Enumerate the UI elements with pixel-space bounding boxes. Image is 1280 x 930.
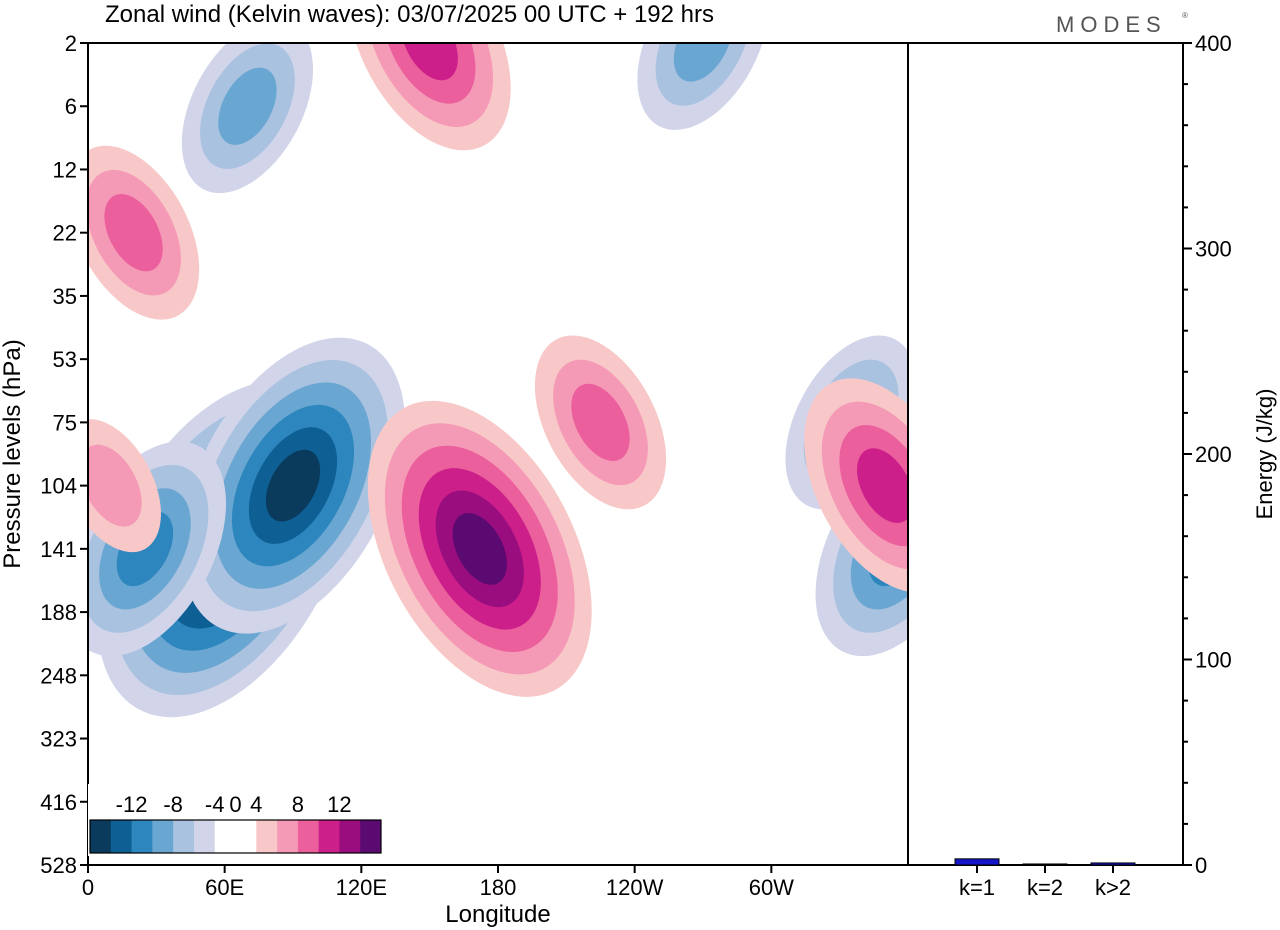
y-tick-label: 528 bbox=[40, 853, 77, 878]
energy-tick-label: 400 bbox=[1195, 31, 1232, 56]
contour-fill-positive-8-2 bbox=[571, 383, 630, 462]
contour-fill-negative-5-2 bbox=[673, 43, 733, 82]
contour-fill-positive-11-2 bbox=[104, 194, 163, 272]
colorbar-swatch bbox=[173, 820, 195, 853]
colorbar-swatch bbox=[256, 820, 278, 853]
y-tick-label: 22 bbox=[53, 221, 77, 246]
x-tick-label: 120E bbox=[336, 875, 387, 900]
y-tick-label: 6 bbox=[65, 94, 77, 119]
brand-mark: ® bbox=[1182, 11, 1188, 20]
x-axis-label: Longitude bbox=[445, 901, 550, 928]
y-tick-label: 2 bbox=[65, 31, 77, 56]
contour-fill-positive-7-5 bbox=[452, 512, 507, 585]
y-tick-label: 188 bbox=[40, 600, 77, 625]
x-tick-label: 60E bbox=[205, 875, 244, 900]
y-tick-label: 53 bbox=[53, 347, 77, 372]
x-tick-label: 180 bbox=[480, 875, 517, 900]
energy-category-label: k>2 bbox=[1095, 875, 1131, 900]
colorbar-label: 0 bbox=[229, 792, 241, 817]
colorbar-label: -4 bbox=[205, 792, 225, 817]
colorbar-swatch bbox=[131, 820, 153, 853]
colorbar-swatch bbox=[339, 820, 361, 853]
colorbar-label: -12 bbox=[116, 792, 148, 817]
energy-bars: k=1 k=2 k>2 bbox=[954, 858, 1136, 900]
colorbar-border bbox=[89, 819, 382, 854]
colorbar-swatch bbox=[193, 820, 216, 853]
y-tick-label: 75 bbox=[53, 410, 77, 435]
y-tick-label: 104 bbox=[40, 474, 77, 499]
contour-fill-positive-12-1 bbox=[88, 444, 142, 527]
contour-fill-positive-9-3 bbox=[857, 448, 908, 523]
colorbar-label: 8 bbox=[292, 792, 304, 817]
colorbar-swatch bbox=[360, 820, 382, 853]
y-tick-label: 12 bbox=[53, 157, 77, 182]
brand-logo: MODES bbox=[1056, 12, 1167, 37]
colorbar-swatch bbox=[277, 820, 299, 853]
colorbar-swatch bbox=[235, 820, 257, 853]
x-tick-label: 0 bbox=[82, 875, 94, 900]
colorbar-label: 4 bbox=[250, 792, 262, 817]
contour-fill-negative-6-2 bbox=[218, 67, 277, 145]
y-tick-label: 35 bbox=[53, 284, 77, 309]
contour-fill-positive-10-3 bbox=[401, 43, 458, 81]
y-tick-label: 416 bbox=[40, 790, 77, 815]
y-tick-label: 323 bbox=[40, 727, 77, 752]
energy-bar-2 bbox=[1022, 863, 1068, 866]
colorbar-swatch bbox=[297, 820, 320, 853]
y-tick-label: 141 bbox=[40, 537, 77, 562]
energy-bar-3 bbox=[1090, 862, 1136, 866]
colorbar-label: 12 bbox=[327, 792, 351, 817]
x-tick-label: 60W bbox=[749, 875, 794, 900]
energy-bar-1 bbox=[954, 858, 1000, 866]
energy-category-label: k=2 bbox=[1027, 875, 1063, 900]
energy-tick-label: 0 bbox=[1195, 853, 1207, 878]
energy-axes: 0 100 200 300 400 bbox=[1183, 31, 1232, 878]
energy-category-label: k=1 bbox=[959, 875, 995, 900]
energy-tick-label: 300 bbox=[1195, 237, 1232, 262]
colorbar-label: -8 bbox=[163, 792, 183, 817]
energy-tick-label: 200 bbox=[1195, 442, 1232, 467]
colorbar-swatch bbox=[214, 820, 236, 853]
y-tick-label: 248 bbox=[40, 663, 77, 688]
colorbar-swatch bbox=[110, 820, 132, 853]
colorbar-swatch bbox=[318, 820, 340, 853]
heatmap-field bbox=[88, 43, 908, 718]
colorbar: -12 -8 -4 0 4 8 12 bbox=[88, 784, 383, 856]
colorbar-swatch bbox=[90, 820, 112, 853]
contour-fill-negative-1-5 bbox=[265, 449, 321, 522]
chart-title: Zonal wind (Kelvin waves): 03/07/2025 00… bbox=[105, 1, 714, 28]
energy-panel-frame bbox=[907, 42, 1184, 866]
colorbar-swatch bbox=[152, 820, 174, 853]
energy-axis-label: Energy (J/kg) bbox=[1252, 389, 1277, 520]
energy-tick-label: 100 bbox=[1195, 648, 1232, 673]
x-tick-label: 120W bbox=[606, 875, 664, 900]
y-axis-label: Pressure levels (hPa) bbox=[0, 339, 26, 568]
